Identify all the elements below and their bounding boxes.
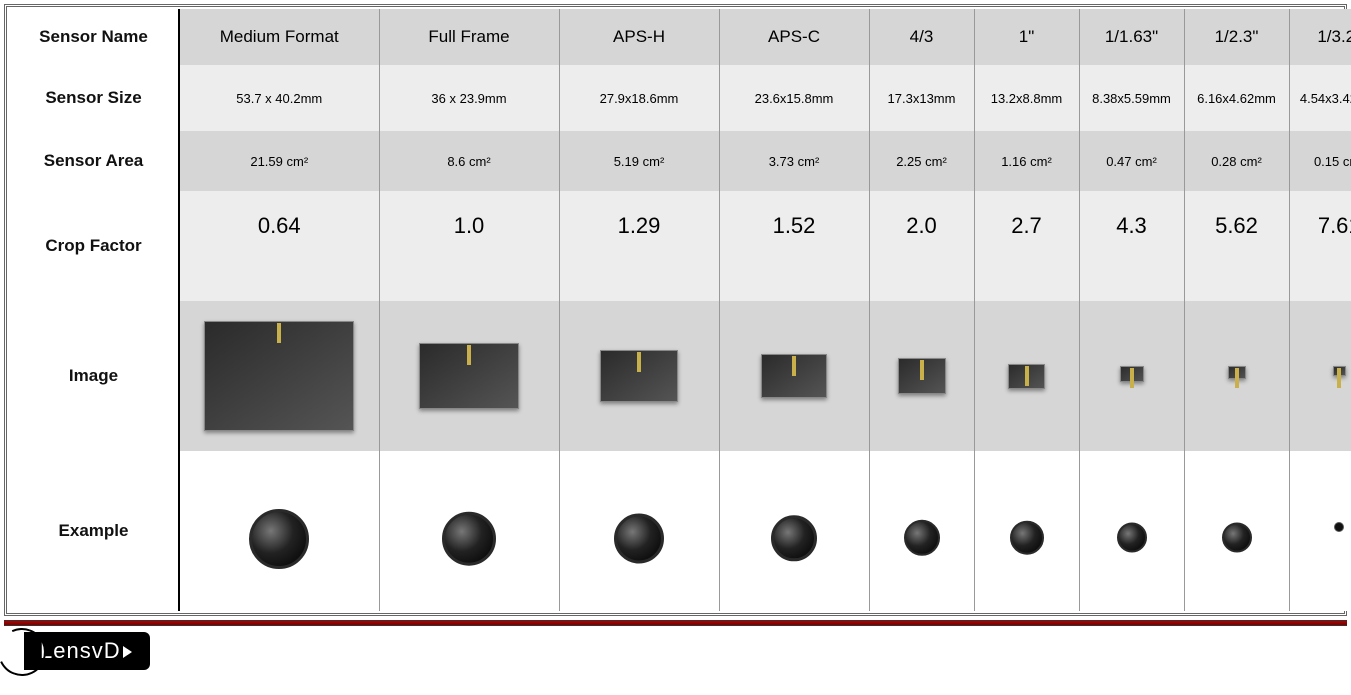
row-header-size: Sensor Size — [9, 65, 179, 131]
cell-area-1: 8.6 cm² — [379, 131, 559, 191]
cell-example-1 — [379, 451, 559, 611]
cell-name-1: Full Frame — [379, 9, 559, 65]
cell-image-5 — [974, 301, 1079, 451]
cell-size-7: 6.16x4.62mm — [1184, 65, 1289, 131]
cell-size-0: 53.7 x 40.2mm — [179, 65, 379, 131]
cell-crop-2: 1.29 — [559, 191, 719, 301]
logo-text: Lensv — [40, 638, 104, 663]
cell-crop-7: 5.62 — [1184, 191, 1289, 301]
cell-name-6: 1/1.63" — [1079, 9, 1184, 65]
cell-example-2 — [559, 451, 719, 611]
row-header-crop: Crop Factor — [9, 191, 179, 301]
cell-name-0: Medium Format — [179, 9, 379, 65]
cell-area-2: 5.19 cm² — [559, 131, 719, 191]
sensor-chip-icon — [600, 350, 678, 402]
sensor-chip-icon — [204, 321, 354, 431]
cell-image-6 — [1079, 301, 1184, 451]
cell-image-0 — [179, 301, 379, 451]
cell-crop-5: 2.7 — [974, 191, 1079, 301]
cell-name-4: 4/3 — [869, 9, 974, 65]
cell-example-5 — [974, 451, 1079, 611]
cell-size-2: 27.9x18.6mm — [559, 65, 719, 131]
cell-image-1 — [379, 301, 559, 451]
cell-size-6: 8.38x5.59mm — [1079, 65, 1184, 131]
cell-size-5: 13.2x8.8mm — [974, 65, 1079, 131]
row-crop: Crop Factor0.641.01.291.522.02.74.35.627… — [9, 191, 1351, 301]
sensor-chip-icon — [1228, 366, 1246, 379]
cell-area-8: 0.15 cm² — [1289, 131, 1351, 191]
sensor-table: Sensor NameMedium FormatFull FrameAPS-HA… — [9, 9, 1351, 611]
row-header-area: Sensor Area — [9, 131, 179, 191]
row-name: Sensor NameMedium FormatFull FrameAPS-HA… — [9, 9, 1351, 65]
row-header-example: Example — [9, 451, 179, 611]
cell-image-2 — [559, 301, 719, 451]
cell-crop-1: 1.0 — [379, 191, 559, 301]
cell-crop-8: 7.61 — [1289, 191, 1351, 301]
row-example: Example — [9, 451, 1351, 611]
cell-size-3: 23.6x15.8mm — [719, 65, 869, 131]
cell-area-5: 1.16 cm² — [974, 131, 1079, 191]
cell-image-8 — [1289, 301, 1351, 451]
cell-name-7: 1/2.3" — [1184, 9, 1289, 65]
cell-name-3: APS-C — [719, 9, 869, 65]
cell-example-0 — [179, 451, 379, 611]
row-size: Sensor Size53.7 x 40.2mm36 x 23.9mm27.9x… — [9, 65, 1351, 131]
row-area: Sensor Area21.59 cm²8.6 cm²5.19 cm²3.73 … — [9, 131, 1351, 191]
sensor-chip-icon — [419, 343, 519, 409]
row-header-image: Image — [9, 301, 179, 451]
row-image: Image — [9, 301, 1351, 451]
cell-size-4: 17.3x13mm — [869, 65, 974, 131]
cell-name-2: APS-H — [559, 9, 719, 65]
lensvid-logo: LensvD — [24, 632, 150, 670]
cell-size-8: 4.54x3.42mm — [1289, 65, 1351, 131]
sensor-chip-icon — [761, 354, 827, 398]
cell-image-7 — [1184, 301, 1289, 451]
cell-name-8: 1/3.2" — [1289, 9, 1351, 65]
cell-example-4 — [869, 451, 974, 611]
row-header-name: Sensor Name — [9, 9, 179, 65]
cell-area-4: 2.25 cm² — [869, 131, 974, 191]
cell-image-3 — [719, 301, 869, 451]
cell-area-3: 3.73 cm² — [719, 131, 869, 191]
cell-area-6: 0.47 cm² — [1079, 131, 1184, 191]
sensor-chip-icon — [1333, 366, 1346, 376]
logo-suffix: D — [104, 638, 121, 663]
sensor-chip-icon — [898, 358, 946, 394]
cell-image-4 — [869, 301, 974, 451]
play-icon — [123, 646, 132, 658]
cell-area-7: 0.28 cm² — [1184, 131, 1289, 191]
cell-crop-3: 1.52 — [719, 191, 869, 301]
cell-example-7 — [1184, 451, 1289, 611]
sensor-chip-icon — [1120, 366, 1144, 382]
cell-example-3 — [719, 451, 869, 611]
cell-example-6 — [1079, 451, 1184, 611]
cell-name-5: 1" — [974, 9, 1079, 65]
cell-example-8 — [1289, 451, 1351, 611]
cell-crop-0: 0.64 — [179, 191, 379, 301]
table-frame: Sensor NameMedium FormatFull FrameAPS-HA… — [4, 4, 1347, 616]
sensor-chip-icon — [1008, 364, 1045, 389]
footer-divider — [4, 620, 1347, 626]
cell-size-1: 36 x 23.9mm — [379, 65, 559, 131]
cell-crop-4: 2.0 — [869, 191, 974, 301]
cell-crop-6: 4.3 — [1079, 191, 1184, 301]
branding: LensvD — [24, 632, 1351, 670]
cell-area-0: 21.59 cm² — [179, 131, 379, 191]
